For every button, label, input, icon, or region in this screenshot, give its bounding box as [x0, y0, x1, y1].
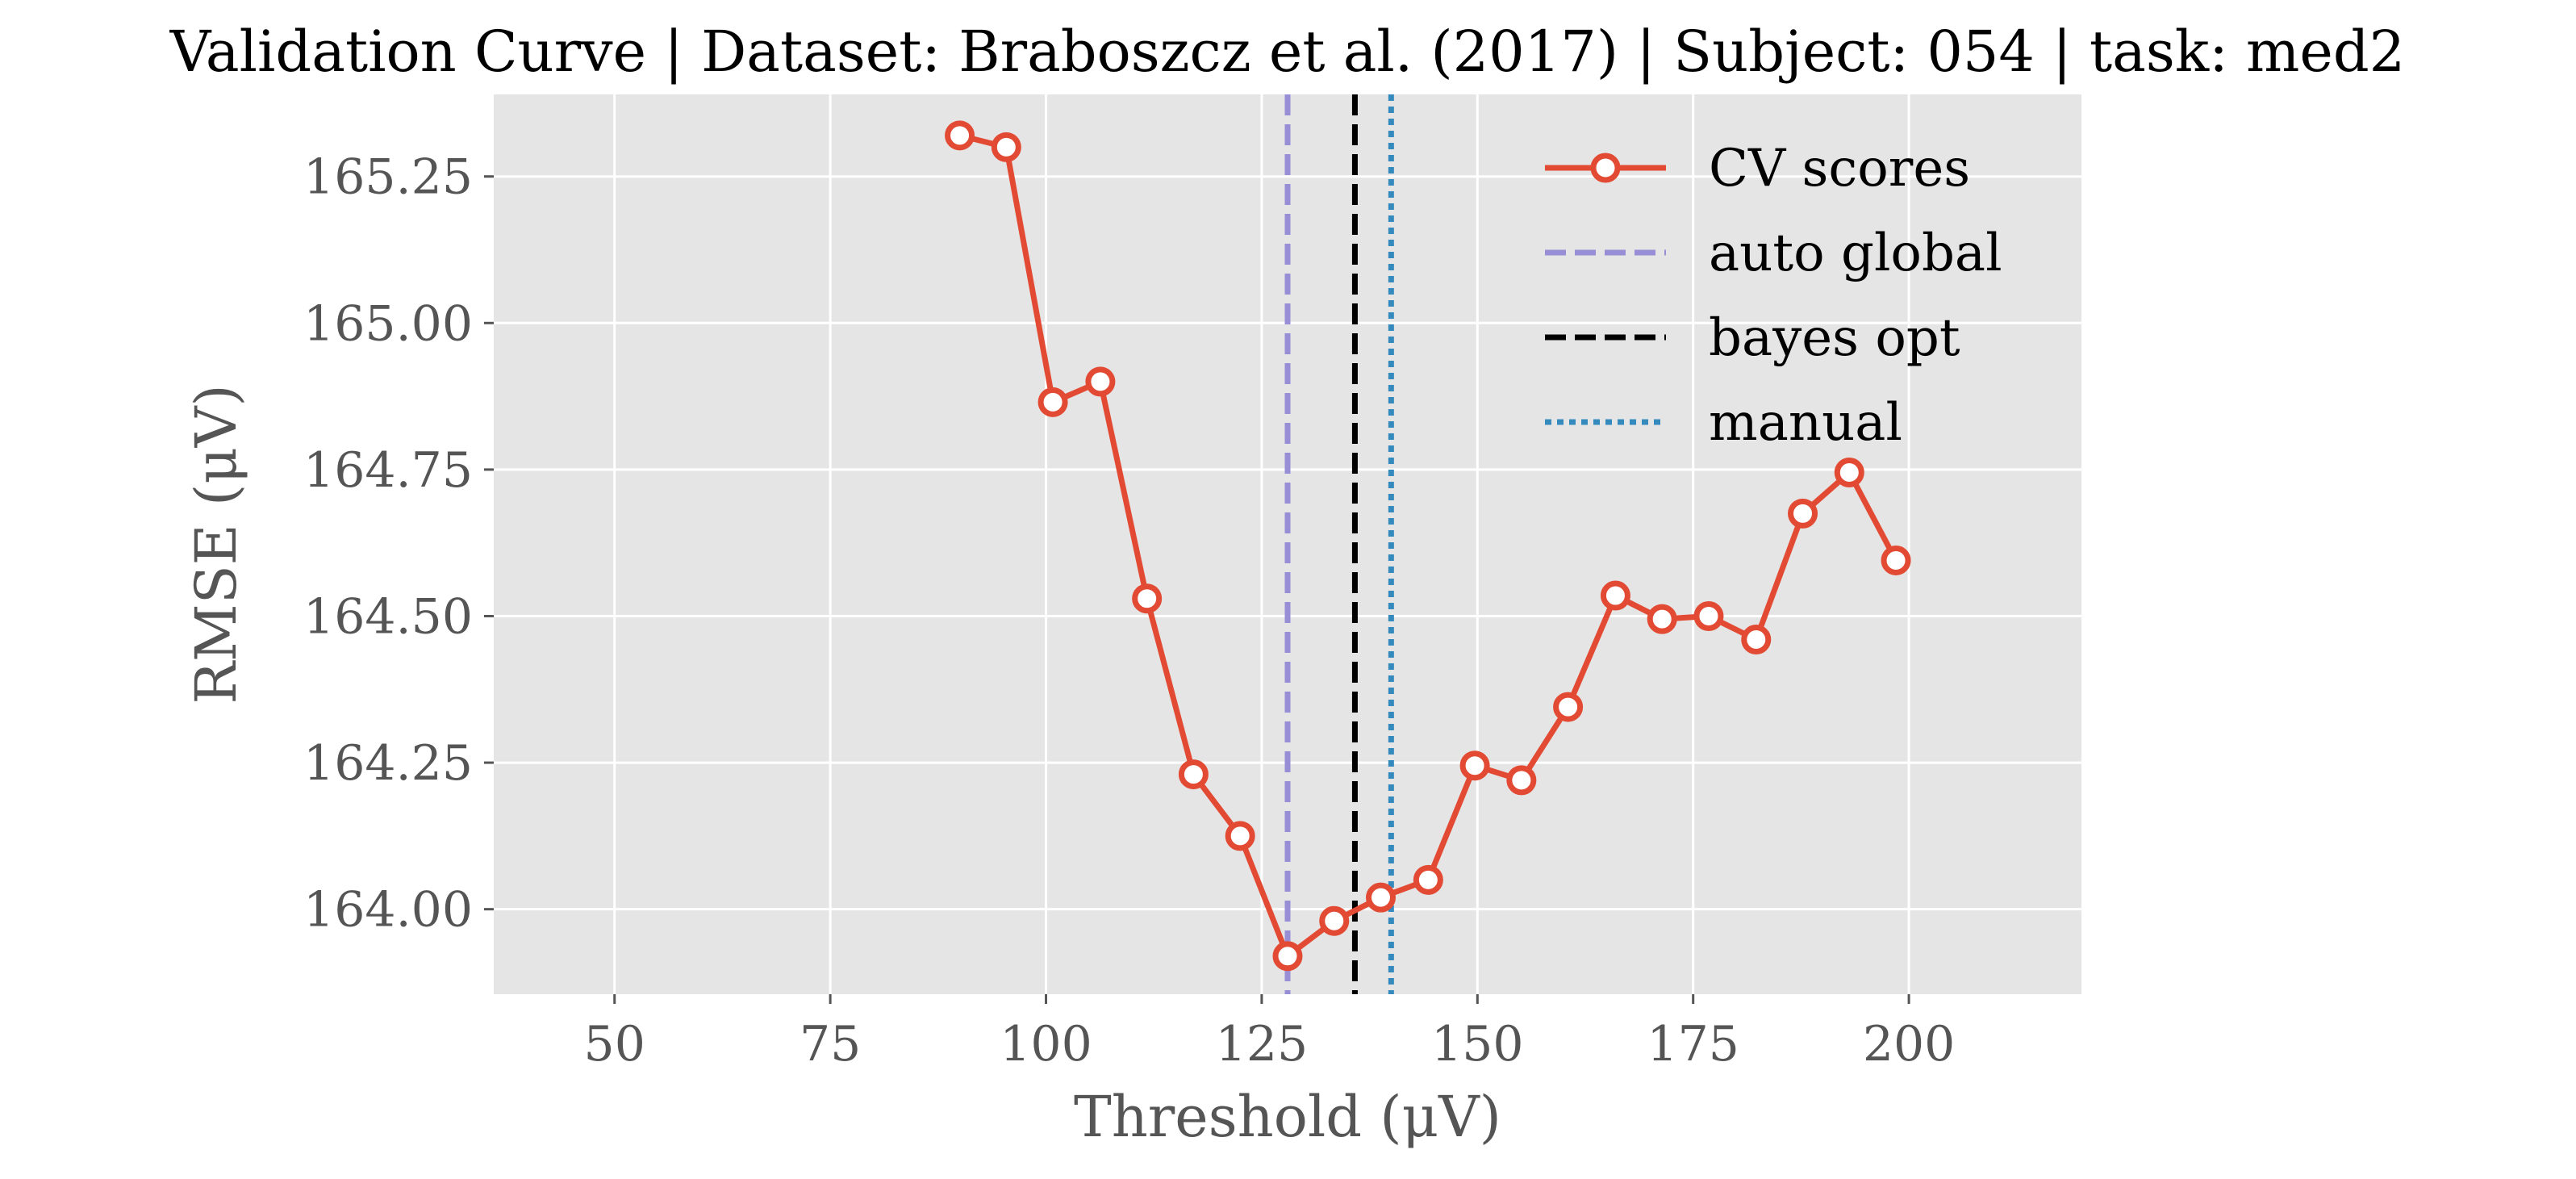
data-point [1693, 600, 1724, 631]
y-tick-label: 164.25 [303, 735, 473, 792]
data-point [1600, 580, 1630, 611]
data-point [1225, 821, 1255, 851]
x-tick-label: 50 [584, 1016, 645, 1072]
data-point [1506, 765, 1537, 796]
data-point [1741, 625, 1772, 655]
chart-title: Validation Curve | Dataset: Braboszcz et… [169, 19, 2405, 85]
legend-marker [1590, 153, 1621, 183]
data-series [945, 120, 1911, 972]
y-tick-label: 164.75 [303, 442, 473, 499]
legend-label: bayes opt [1709, 308, 1960, 368]
data-point [991, 132, 1021, 162]
legend-label: CV scores [1709, 139, 1970, 199]
data-point [1459, 750, 1490, 781]
x-axis-label: Threshold (μV) [1074, 1084, 1501, 1150]
data-point [1366, 882, 1397, 913]
legend: CV scores auto global bayes opt manual [1545, 139, 2002, 453]
legend-label: manual [1709, 393, 1902, 453]
y-tick-label: 164.00 [303, 882, 473, 939]
data-point [1553, 692, 1584, 722]
legend-label: auto global [1709, 224, 2002, 283]
data-point [1037, 387, 1068, 417]
x-axis-ticks: 50 75 100 125 150 175 200 [584, 994, 1956, 1072]
y-tick-label: 165.25 [303, 149, 473, 206]
data-point [1085, 366, 1116, 397]
x-tick-label: 200 [1863, 1016, 1956, 1072]
x-tick-label: 150 [1431, 1016, 1524, 1072]
data-point [1319, 905, 1350, 936]
y-axis-label: RMSE (μV) [183, 384, 249, 704]
reference-lines [1284, 94, 1394, 994]
data-point [1834, 458, 1864, 488]
y-tick-label: 164.50 [303, 588, 473, 645]
x-tick-label: 125 [1216, 1016, 1309, 1072]
data-point [1647, 604, 1677, 634]
data-point [1413, 864, 1443, 895]
x-tick-label: 75 [800, 1016, 861, 1072]
data-point [1178, 759, 1209, 790]
data-point [1132, 583, 1163, 614]
y-tick-label: 165.00 [303, 295, 473, 352]
x-tick-label: 100 [1000, 1016, 1092, 1072]
y-axis-ticks: 164.00 164.25 164.50 164.75 165.00 165.25 [303, 149, 494, 939]
data-point [1788, 498, 1818, 529]
data-point [945, 120, 975, 151]
x-tick-label: 175 [1647, 1016, 1739, 1072]
data-point [1272, 941, 1303, 972]
data-point [1881, 545, 1911, 575]
